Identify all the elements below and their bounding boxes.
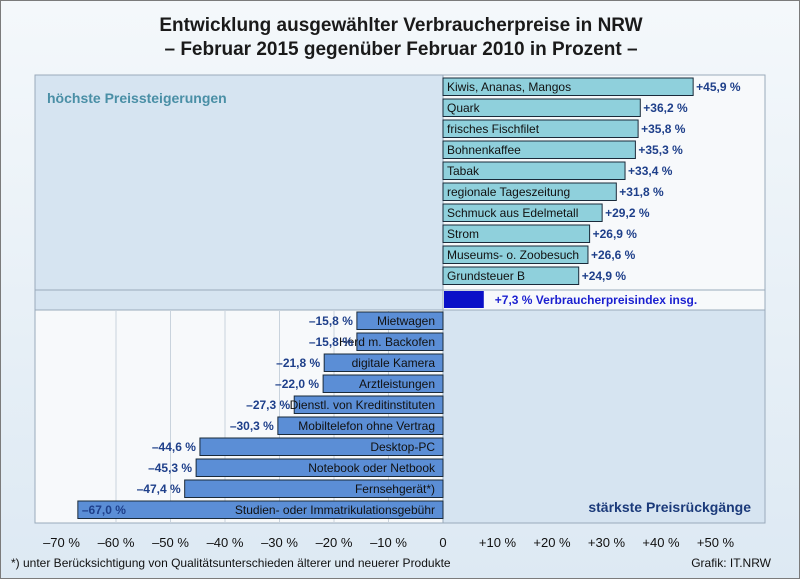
x-tick-label: +40 % (642, 535, 680, 550)
decrease-category-label: Desktop-PC (370, 440, 435, 454)
decrease-bar (199, 437, 444, 456)
decrease-category-label: Herd m. Backofen (339, 335, 435, 349)
decrease-bar (77, 500, 444, 519)
x-tick-label: –60 % (98, 535, 135, 550)
chart-subtitle: – Februar 2015 gegenüber Februar 2010 in… (164, 39, 638, 60)
decrease-value-label: –15,8 % (309, 335, 353, 349)
increase-category-label: Kiwis, Ananas, Mangos (447, 80, 571, 94)
decrease-value-label: –45,3 % (148, 461, 192, 475)
decrease-value-label: –47,4 % (137, 482, 181, 496)
chart-title: Entwicklung ausgewählter Verbraucherprei… (159, 15, 643, 36)
panel-bottom-right (442, 309, 766, 524)
increase-bar (442, 182, 617, 201)
increase-value-label: +24,9 % (582, 269, 627, 283)
increase-value-label: +26,9 % (593, 227, 638, 241)
footnote: *) unter Berücksichtigung von Qualitätsu… (11, 556, 451, 570)
x-tick-label: +10 % (479, 535, 517, 550)
decrease-category-label: Notebook oder Netbook (308, 461, 436, 475)
decrease-value-label: –44,6 % (152, 440, 196, 454)
increase-category-label: Bohnenkaffee (447, 143, 521, 157)
increase-bar (442, 203, 603, 222)
increase-bar (442, 98, 641, 117)
x-tick-label: –10 % (370, 535, 407, 550)
decrease-category-label: Fernsehgerät*) (355, 482, 435, 496)
increase-value-label: +45,9 % (696, 80, 741, 94)
increase-category-label: Grundsteuer B (447, 269, 525, 283)
x-tick-label: +20 % (533, 535, 571, 550)
x-tick-label: 0 (439, 535, 446, 550)
section-label-bottom: stärkste Preisrückgänge (588, 499, 751, 515)
decrease-value-label: –22,0 % (275, 377, 319, 391)
x-tick-label: –40 % (207, 535, 244, 550)
decrease-value-label: –67,0 % (82, 503, 126, 517)
chart-bars (77, 77, 694, 519)
decrease-category-label: Studien- oder Immatrikulationsgebühr (235, 503, 435, 517)
increase-bar (442, 161, 626, 180)
increase-category-label: frisches Fischfilet (447, 122, 540, 136)
increase-value-label: +36,2 % (643, 101, 688, 115)
decrease-bar (293, 395, 444, 414)
increase-value-label: +26,6 % (591, 248, 636, 262)
increase-value-label: +35,3 % (638, 143, 683, 157)
x-tick-label: –70 % (43, 535, 80, 550)
decrease-bar (195, 458, 444, 477)
x-tick-label: +50 % (697, 535, 735, 550)
decrease-category-label: Arztleistungen (359, 377, 435, 391)
increase-category-label: regionale Tageszeitung (447, 185, 570, 199)
increase-bar (442, 245, 589, 264)
x-tick-label: –50 % (152, 535, 189, 550)
increase-bar (442, 266, 580, 285)
increase-bar (442, 77, 694, 96)
index-value-and-label: +7,3 % Verbraucherpreisindex insg. (495, 293, 697, 307)
x-tick-label: –30 % (261, 535, 298, 550)
decrease-value-label: –27,3 % (246, 398, 290, 412)
increase-bar (442, 140, 636, 159)
x-tick-label: +30 % (588, 535, 626, 550)
x-tick-label: –20 % (316, 535, 353, 550)
decrease-category-label: digitale Kamera (352, 356, 436, 370)
decrease-value-label: –15,8 % (309, 314, 353, 328)
chart-axis: –70 % –60 % –50 % –40 % –30 % –20 % –10 % 0 +10 … (43, 535, 734, 550)
decrease-bar (356, 332, 444, 351)
decrease-bar (184, 479, 444, 498)
increase-value-label: +31,8 % (619, 185, 664, 199)
source-credit: Grafik: IT.NRW (691, 556, 771, 570)
increase-category-label: Schmuck aus Edelmetall (447, 206, 578, 220)
section-label-top: höchste Preissteigerungen (47, 90, 227, 106)
decrease-bar (323, 353, 444, 372)
increase-value-label: +29,2 % (605, 206, 650, 220)
decrease-bar (356, 311, 444, 330)
index-bar (444, 291, 484, 308)
decrease-bar (322, 374, 444, 393)
panel-index-left (34, 289, 444, 311)
decrease-category-label: Mobiltelefon ohne Vertrag (298, 419, 435, 433)
decrease-bar (277, 416, 444, 435)
increase-bar (442, 224, 591, 243)
decrease-value-label: –30,3 % (230, 419, 274, 433)
panel-top-left (34, 74, 444, 291)
increase-category-label: Tabak (447, 164, 480, 178)
increase-category-label: Strom (447, 227, 479, 241)
increase-bar (442, 119, 639, 138)
increase-category-label: Quark (447, 101, 481, 115)
decrease-category-label: Mietwagen (377, 314, 435, 328)
decrease-category-label: Dienstl. von Kreditinstituten (290, 398, 435, 412)
increase-category-label: Museums- o. Zoobesuch (447, 248, 579, 262)
increase-value-label: +33,4 % (628, 164, 673, 178)
decrease-value-label: –21,8 % (276, 356, 320, 370)
increase-value-label: +35,8 % (641, 122, 686, 136)
chart-labels: höchste Preissteigerungen stärkste Preisr… (47, 80, 751, 517)
